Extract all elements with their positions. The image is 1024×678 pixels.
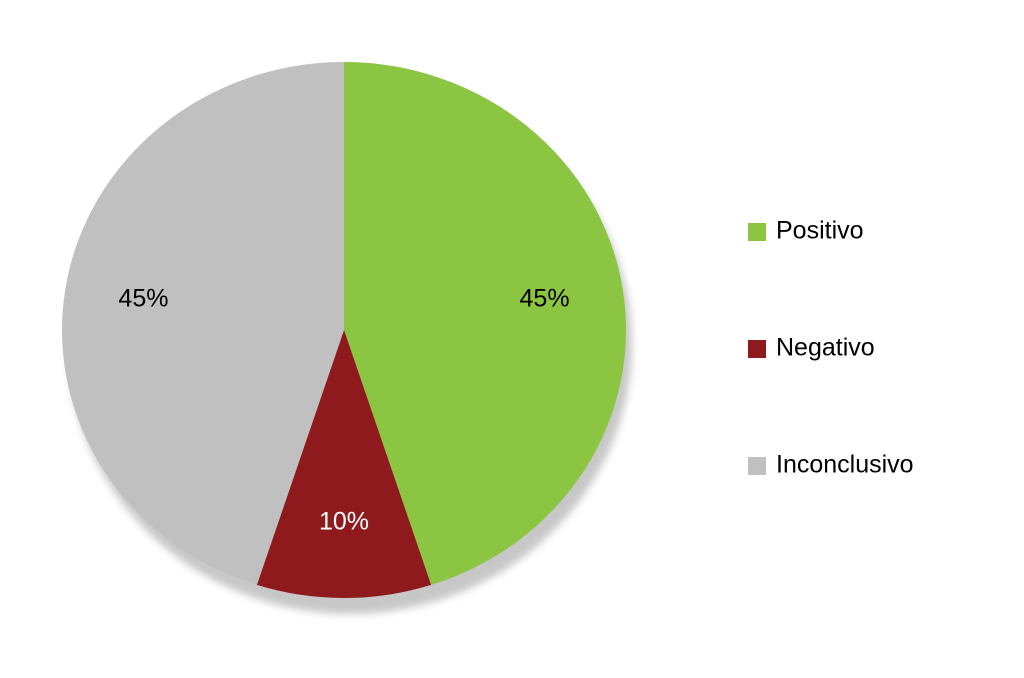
data-label: 10% bbox=[319, 508, 369, 536]
pie bbox=[62, 62, 626, 598]
legend-swatch bbox=[748, 340, 766, 358]
legend: Positivo Negativo Inconclusivo bbox=[748, 217, 914, 479]
data-label: 45% bbox=[520, 284, 570, 312]
pie-slice bbox=[256, 330, 432, 598]
legend-label: Positivo bbox=[776, 217, 864, 245]
data-label: 45% bbox=[118, 284, 168, 312]
legend-swatch bbox=[748, 457, 766, 475]
legend-swatch bbox=[748, 223, 766, 241]
pie-slice bbox=[344, 62, 626, 585]
legend-label: Inconclusivo bbox=[776, 451, 914, 479]
pie-slice bbox=[62, 62, 345, 585]
legend-label: Negativo bbox=[776, 334, 875, 362]
data-labels: 45% 10% 45% bbox=[118, 284, 569, 535]
